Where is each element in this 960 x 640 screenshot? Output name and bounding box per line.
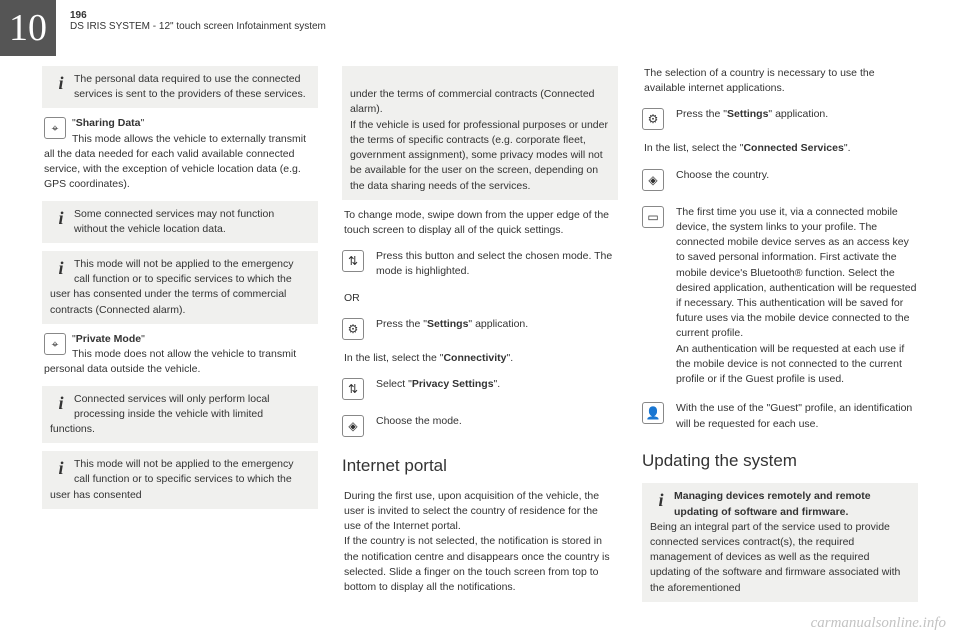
device-icon: ▭: [642, 206, 664, 228]
pin-icon: ⌖: [44, 117, 66, 139]
page-header: 196 DS IRIS SYSTEM - 12" touch screen In…: [70, 10, 326, 32]
text-bold: Settings: [427, 318, 468, 330]
column-3: The selection of a country is necessary …: [642, 66, 918, 620]
gear-icon: ⚙: [342, 318, 364, 340]
step: ⇅ Press this button and select the chose…: [342, 249, 618, 279]
step: ◈ Choose the country.: [642, 168, 918, 191]
step: ◈ Choose the mode.: [342, 414, 618, 437]
watermark: carmanualsonline.info: [811, 615, 946, 632]
or-label: OR: [342, 291, 618, 306]
step-text: Choose the mode.: [376, 414, 618, 437]
box-text: This mode will not be applied to the eme…: [50, 258, 293, 316]
paragraph: In the list, select the "Connected Servi…: [642, 141, 918, 156]
column-1: i The personal data required to use the …: [42, 66, 318, 620]
text-part: ".: [506, 352, 513, 364]
step-text: Press the "Settings" application.: [376, 317, 618, 340]
info-box: i Connected services will only perform l…: [42, 386, 318, 444]
box-text: Connected services will only perform loc…: [50, 393, 270, 435]
text-part: Press the ": [376, 318, 427, 330]
info-box: i This mode will not be applied to the e…: [42, 251, 318, 324]
info-icon: i: [50, 390, 72, 416]
step-text: With the use of the "Guest" profile, an …: [676, 401, 918, 431]
step-text: Press the "Settings" application.: [676, 107, 918, 130]
box-text: Some connected services may not function…: [74, 208, 274, 235]
info-box: i The personal data required to use the …: [42, 66, 318, 108]
chapter-number: 10: [0, 0, 56, 56]
info-icon: i: [50, 455, 72, 481]
text-part: Press the ": [676, 108, 727, 120]
info-icon: i: [50, 205, 72, 231]
text-bold: Connectivity: [443, 352, 506, 364]
box-text: Being an integral part of the service us…: [650, 521, 900, 594]
info-icon: i: [50, 255, 72, 281]
mode-title: Private Mode: [76, 333, 141, 345]
paragraph: In the list, select the "Connectivity".: [342, 351, 618, 366]
section-heading: Internet portal: [342, 454, 618, 479]
info-icon: i: [650, 487, 672, 513]
sort-icon: ⇅: [342, 378, 364, 400]
box-text: This mode will not be applied to the eme…: [50, 458, 293, 500]
text-bold: Settings: [727, 108, 768, 120]
pin-icon: ⌖: [44, 333, 66, 355]
step-text: The first time you use it, via a connect…: [676, 205, 918, 388]
step: ⇅ Select "Privacy Settings".: [342, 377, 618, 400]
section-heading: Updating the system: [642, 449, 918, 474]
text-bold: Connected Services: [743, 142, 843, 154]
box-title: Managing devices remotely and remote upd…: [674, 490, 871, 517]
box-text: under the terms of commercial contracts …: [350, 88, 608, 191]
text-part: Select ": [376, 378, 412, 390]
info-box: i Some connected services may not functi…: [42, 201, 318, 243]
info-box: i This mode will not be applied to the e…: [42, 451, 318, 509]
text-bold: Privacy Settings: [412, 378, 494, 390]
mode-body: This mode allows the vehicle to external…: [44, 133, 306, 191]
paragraph: To change mode, swipe down from the uppe…: [342, 208, 618, 238]
page-number: 196: [70, 10, 87, 21]
diamond-icon: ◈: [642, 169, 664, 191]
step: ▭ The first time you use it, via a conne…: [642, 205, 918, 388]
info-box: under the terms of commercial contracts …: [342, 66, 618, 200]
mode-block: ⌖ "Sharing Data" This mode allows the ve…: [42, 116, 318, 192]
sort-icon: ⇅: [342, 250, 364, 272]
info-box: i Managing devices remotely and remote u…: [642, 483, 918, 602]
text-part: " application.: [768, 108, 828, 120]
gear-icon: ⚙: [642, 108, 664, 130]
mode-block: ⌖ "Private Mode" This mode does not allo…: [42, 332, 318, 378]
column-2: under the terms of commercial contracts …: [342, 66, 618, 620]
text-part: ".: [844, 142, 851, 154]
step-text: Select "Privacy Settings".: [376, 377, 618, 400]
content-columns: i The personal data required to use the …: [42, 66, 918, 620]
text-part: In the list, select the ": [644, 142, 743, 154]
step-text: Choose the country.: [676, 168, 918, 191]
step: ⚙ Press the "Settings" application.: [342, 317, 618, 340]
box-text: The personal data required to use the co…: [74, 73, 306, 100]
text-part: " application.: [468, 318, 528, 330]
step: 👤 With the use of the "Guest" profile, a…: [642, 401, 918, 431]
mode-body: This mode does not allow the vehicle to …: [44, 348, 296, 375]
info-icon: i: [50, 70, 72, 96]
header-title: DS IRIS SYSTEM - 12" touch screen Infota…: [70, 21, 326, 32]
step: ⚙ Press the "Settings" application.: [642, 107, 918, 130]
paragraph: The selection of a country is necessary …: [642, 66, 918, 96]
step-text: Press this button and select the chosen …: [376, 249, 618, 279]
diamond-icon: ◈: [342, 415, 364, 437]
paragraph: During the first use, upon acquisition o…: [342, 489, 618, 596]
text-part: In the list, select the ": [344, 352, 443, 364]
text-part: ".: [494, 378, 501, 390]
mode-title: Sharing Data: [76, 117, 141, 129]
user-icon: 👤: [642, 402, 664, 424]
